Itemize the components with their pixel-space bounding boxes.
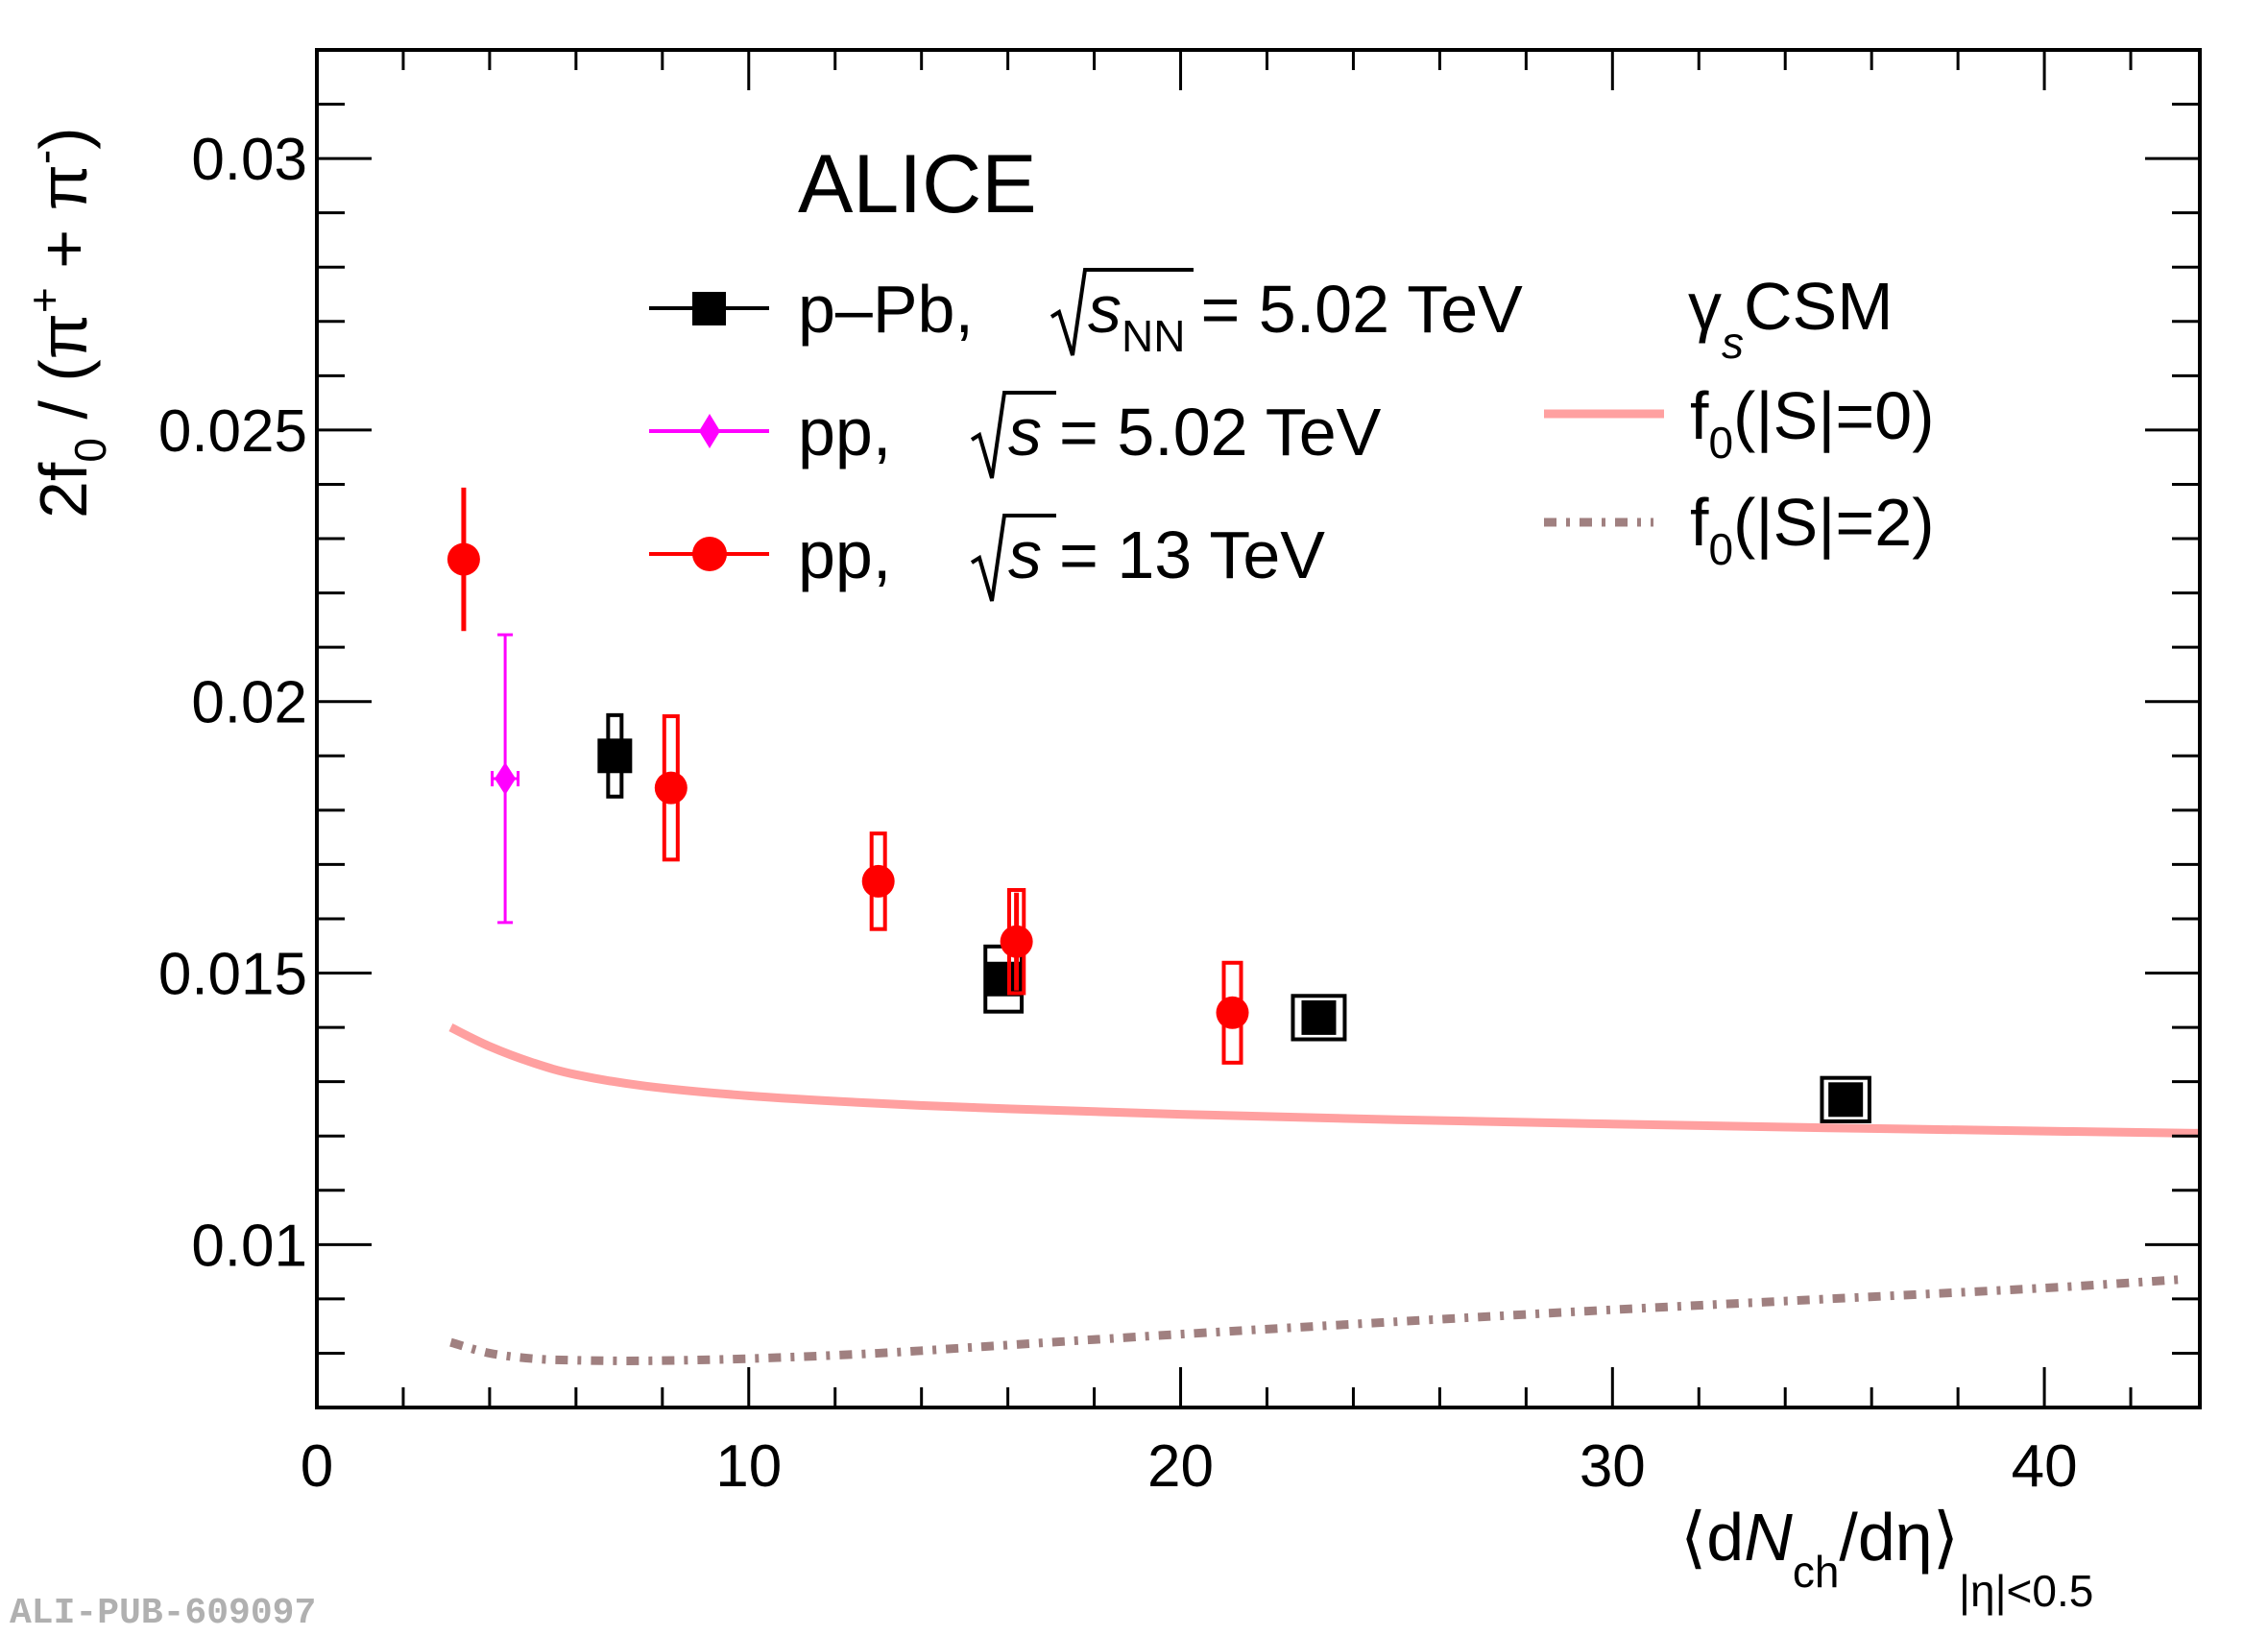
y-title-close: ) — [26, 127, 101, 149]
legend-s2-sub: 0 — [1708, 524, 1733, 574]
circle-marker — [654, 771, 688, 805]
legend-energy-value-pp502: = 5.02 TeV — [1059, 395, 1382, 469]
model-legend: γsCSM f0(|S|=0) f0(|S|=2) — [1544, 269, 1935, 574]
svg-text:γsCSM: γsCSM — [1688, 269, 1894, 368]
y-title-sup-plus: + — [19, 287, 69, 313]
model-curve-s2 — [449, 1275, 2184, 1365]
y-title-sub0: 0 — [65, 438, 115, 463]
data-point — [491, 633, 520, 925]
sys-error-box — [1291, 994, 1347, 1042]
svg-text:p–Pb,: p–Pb, — [798, 272, 974, 347]
legend-system-pp502: pp, — [798, 395, 891, 469]
circle-marker — [1000, 925, 1033, 958]
svg-text:s= 13 TeV: s = 13 TeV — [1008, 517, 1325, 592]
svg-text:pp,: pp, — [798, 517, 891, 592]
legend-energy-value-pp13: = 13 TeV — [1059, 517, 1325, 592]
x-title-rest: /dη⟩ — [1839, 1500, 1959, 1575]
diamond-marker — [495, 762, 517, 796]
y-title-plus: + π — [26, 164, 101, 287]
y-tick-label: 0.02 — [191, 670, 307, 736]
y-tick-label: 0.03 — [191, 127, 307, 193]
legend-item-ppb: p–Pb, sNN = 5.02 TeV — [649, 268, 1523, 361]
y-title-mid: / (π — [26, 313, 101, 438]
x-tick-label: 20 — [1147, 1433, 1214, 1500]
publication-id: ALI-PUB-609097 — [10, 1593, 316, 1634]
data-point — [1000, 887, 1033, 996]
sys-error-box — [1820, 1075, 1871, 1123]
data-point — [654, 713, 688, 862]
plot-frame — [315, 48, 2202, 1409]
data-point — [597, 712, 633, 799]
y-tick-label: 0.015 — [158, 942, 307, 1008]
y-axis-title: 2f0 / (π+ + π-) — [19, 127, 115, 518]
model-curves — [448, 1023, 2201, 1365]
sqrt-icon — [1050, 268, 1194, 356]
data-point — [1291, 994, 1347, 1042]
x-tick-label: 0 — [301, 1433, 333, 1500]
legend-energy-var-ppb: s — [1088, 272, 1122, 347]
circle-marker — [861, 864, 895, 898]
legend-system-pp13: pp, — [798, 517, 891, 592]
square-marker-icon — [692, 292, 726, 325]
model-curve-s0 — [448, 1023, 2201, 1138]
data-point — [1820, 1075, 1871, 1123]
y-title-prefix: 2f — [26, 462, 101, 518]
x-axis-title: ⟨dNch/dη⟩|η|<0.5 — [1680, 1500, 2093, 1616]
sqrt-icon — [970, 514, 1056, 602]
legend-s0-sub: 0 — [1708, 418, 1733, 468]
data-point — [446, 487, 480, 632]
svg-text:sNN= 5.02 TeV: sNN = 5.02 TeV — [1088, 272, 1523, 361]
x-title-sub: |η|<0.5 — [1959, 1566, 2093, 1616]
alice-label: ALICE — [798, 138, 1037, 230]
legend-s0-pre: f — [1690, 378, 1709, 453]
legend-s0-post: (|S|=0) — [1733, 378, 1935, 453]
ticks: 0 10 20 30 40 0.01 0.015 0.02 0.025 0.03 — [158, 50, 2200, 1500]
y-tick-label: 0.025 — [158, 398, 307, 465]
circle-marker — [446, 542, 480, 576]
svg-text:f0(|S|=2): f0(|S|=2) — [1690, 485, 1935, 574]
axes — [315, 48, 2202, 1409]
x-title-N: N — [1744, 1500, 1793, 1575]
y-tick-label: 0.01 — [191, 1213, 307, 1279]
legend-item-pp13: pp, s = 13 TeV — [649, 514, 1325, 602]
model-title-sub: s — [1722, 318, 1744, 368]
x-title-sub-ch: ch — [1793, 1547, 1840, 1597]
legend-s2-post: (|S|=2) — [1733, 485, 1935, 560]
legend-item-pp502: pp, s = 5.02 TeV — [649, 391, 1382, 479]
y-title-sup-minus: - — [19, 150, 69, 164]
svg-text:pp,: pp, — [798, 395, 891, 469]
legend: p–Pb, sNN = 5.02 TeV pp, s = 5.02 TeV — [649, 268, 1523, 602]
x-title-open: ⟨d — [1680, 1500, 1744, 1575]
svg-text:s= 5.02 TeV: s = 5.02 TeV — [1008, 395, 1382, 469]
x-tick-label: 10 — [715, 1433, 782, 1500]
circle-marker — [1216, 996, 1249, 1029]
square-marker — [1828, 1082, 1864, 1118]
diamond-marker-icon — [699, 414, 720, 448]
model-title-rest: CSM — [1744, 269, 1894, 344]
legend-system-ppb: p–Pb, — [798, 272, 974, 347]
legend-energy-var-pp502: s — [1008, 395, 1042, 469]
svg-text:f0(|S|=0): f0(|S|=0) — [1690, 378, 1935, 468]
sqrt-icon — [970, 391, 1056, 479]
legend-energy-value-ppb: = 5.02 TeV — [1200, 272, 1523, 347]
x-tick-label: 40 — [2012, 1433, 2078, 1500]
data-point — [1216, 960, 1249, 1065]
circle-marker-icon — [692, 537, 727, 571]
square-marker — [597, 738, 633, 774]
x-tick-label: 30 — [1580, 1433, 1646, 1500]
data-point — [861, 831, 895, 931]
legend-energy-sub-ppb: NN — [1122, 311, 1185, 361]
legend-energy-var-pp13: s — [1008, 517, 1042, 592]
model-title-gamma: γ — [1688, 269, 1722, 344]
square-marker — [1301, 999, 1337, 1035]
legend-s2-pre: f — [1690, 485, 1709, 560]
data-points — [446, 487, 1871, 1123]
